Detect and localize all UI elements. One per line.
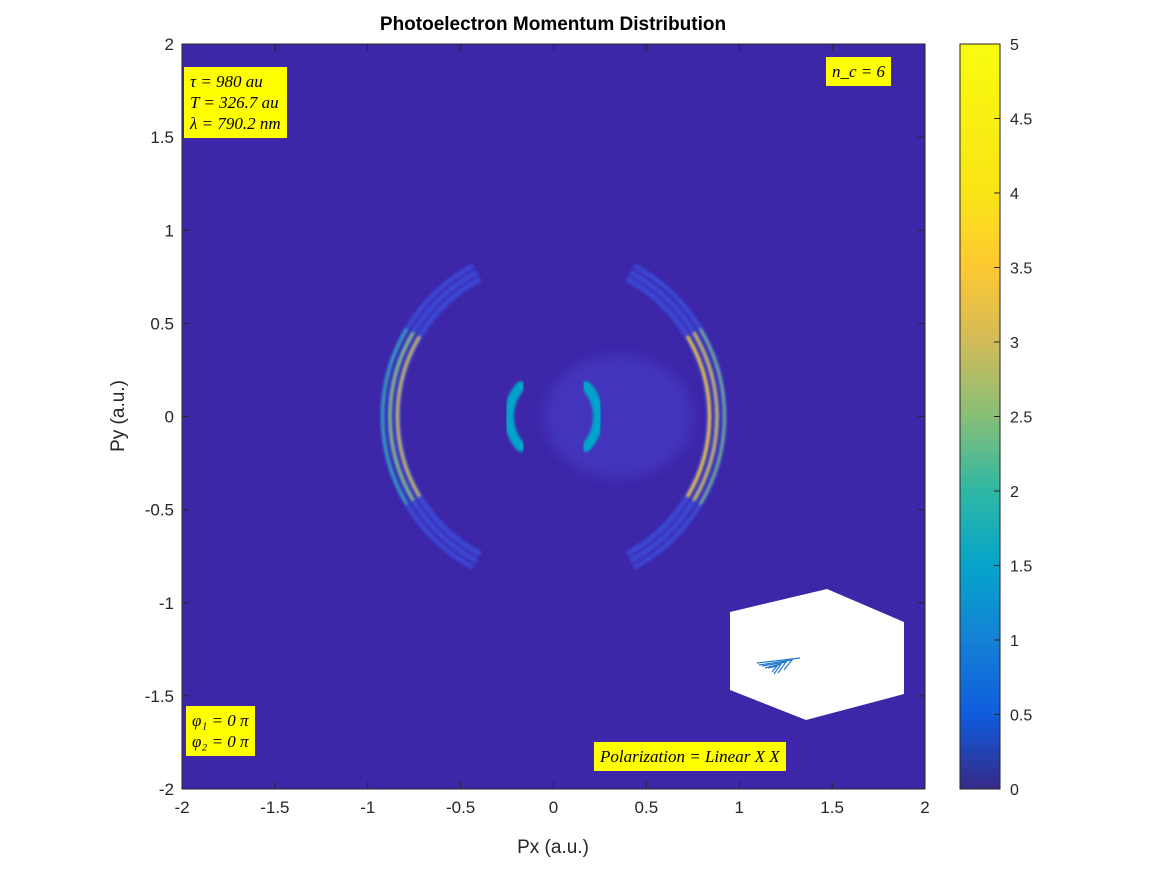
params-annotation: τ = 980 au T = 326.7 au λ = 790.2 nm [184,67,287,138]
chart-title: Photoelectron Momentum Distribution [380,14,726,35]
inner-lobe-right [581,381,604,452]
x-tick-label: 2 [920,798,929,817]
polarization-value: Polarization = Linear X X [600,747,780,766]
y-axis-ticks: 2 1.5 1 0.5 0 -0.5 -1 -1.5 -2 [145,35,925,799]
colorbar-tick-label: 1.5 [1010,559,1032,576]
y-axis-label: Py (a.u.) [108,380,129,452]
y-tick-label: 1.5 [150,128,174,147]
colorbar-tick-label: 4 [1010,186,1019,203]
y-tick-label: -1.5 [145,687,174,706]
x-tick-label: 1.5 [820,798,844,817]
colorbar-tick-label: 2 [1010,484,1019,501]
heatmap-features [380,263,727,570]
param-period: T = 326.7 au [190,93,279,112]
y-tick-label: 1 [165,221,174,240]
x-tick-label: -1.5 [260,798,289,817]
phase-2: φ₂ = 0 π [192,732,249,751]
x-tick-label: -1 [360,798,375,817]
polarization-inset [730,589,904,720]
x-axis-label: Px (a.u.) [517,837,589,858]
y-tick-label: -1 [159,594,174,613]
y-tick-label: -2 [159,780,174,799]
y-tick-label: 0.5 [150,314,174,333]
x-axis-ticks: -2 -1.5 -1 -0.5 0 0.5 1 1.5 2 [174,44,930,817]
param-tau: τ = 980 au [190,72,263,91]
polarization-annotation: Polarization = Linear X X [594,742,786,771]
ring-arc-left [396,335,422,498]
x-tick-label: 1 [735,798,744,817]
nc-value: n_c = 6 [832,62,886,81]
colorbar-tick-label: 3.5 [1010,261,1032,278]
phases-annotation: φ₁ = 0 π φ₂ = 0 π [186,706,255,756]
ring-arc-left [388,331,415,502]
inner-lobe-left [503,381,526,452]
nc-annotation: n_c = 6 [826,57,892,86]
colorbar-tick-label: 0 [1010,782,1019,799]
y-tick-label: 2 [165,35,174,54]
colorbar-tick-label: 0.5 [1010,708,1032,725]
ring-arc-left [381,327,408,506]
colorbar-tick-label: 3 [1010,335,1019,352]
colorbar-tick-label: 2.5 [1010,410,1032,427]
x-tick-label: -2 [174,798,189,817]
colorbar-tick-label: 4.5 [1010,112,1032,129]
ring-arc-right [685,335,711,498]
phase-1: φ₁ = 0 π [192,711,249,730]
ring-arc-right [699,327,726,506]
inset-polarization-trace [756,657,801,675]
haze-glow [544,355,693,478]
y-tick-label: 0 [165,408,174,427]
x-tick-label: 0.5 [635,798,659,817]
x-tick-label: -0.5 [446,798,475,817]
colorbar-ticks: 5 4.5 4 3.5 3 2.5 2 1.5 1 0.5 0 [994,37,1032,799]
colorbar-tick-label: 1 [1010,633,1019,650]
inset-hexagon [730,589,904,720]
param-wavelength: λ = 790.2 nm [190,114,281,133]
y-tick-label: -0.5 [145,501,174,520]
x-tick-label: 0 [549,798,558,817]
ring-arc-right [692,331,719,502]
colorbar [959,43,1001,790]
colorbar-tick-label: 5 [1010,37,1019,54]
